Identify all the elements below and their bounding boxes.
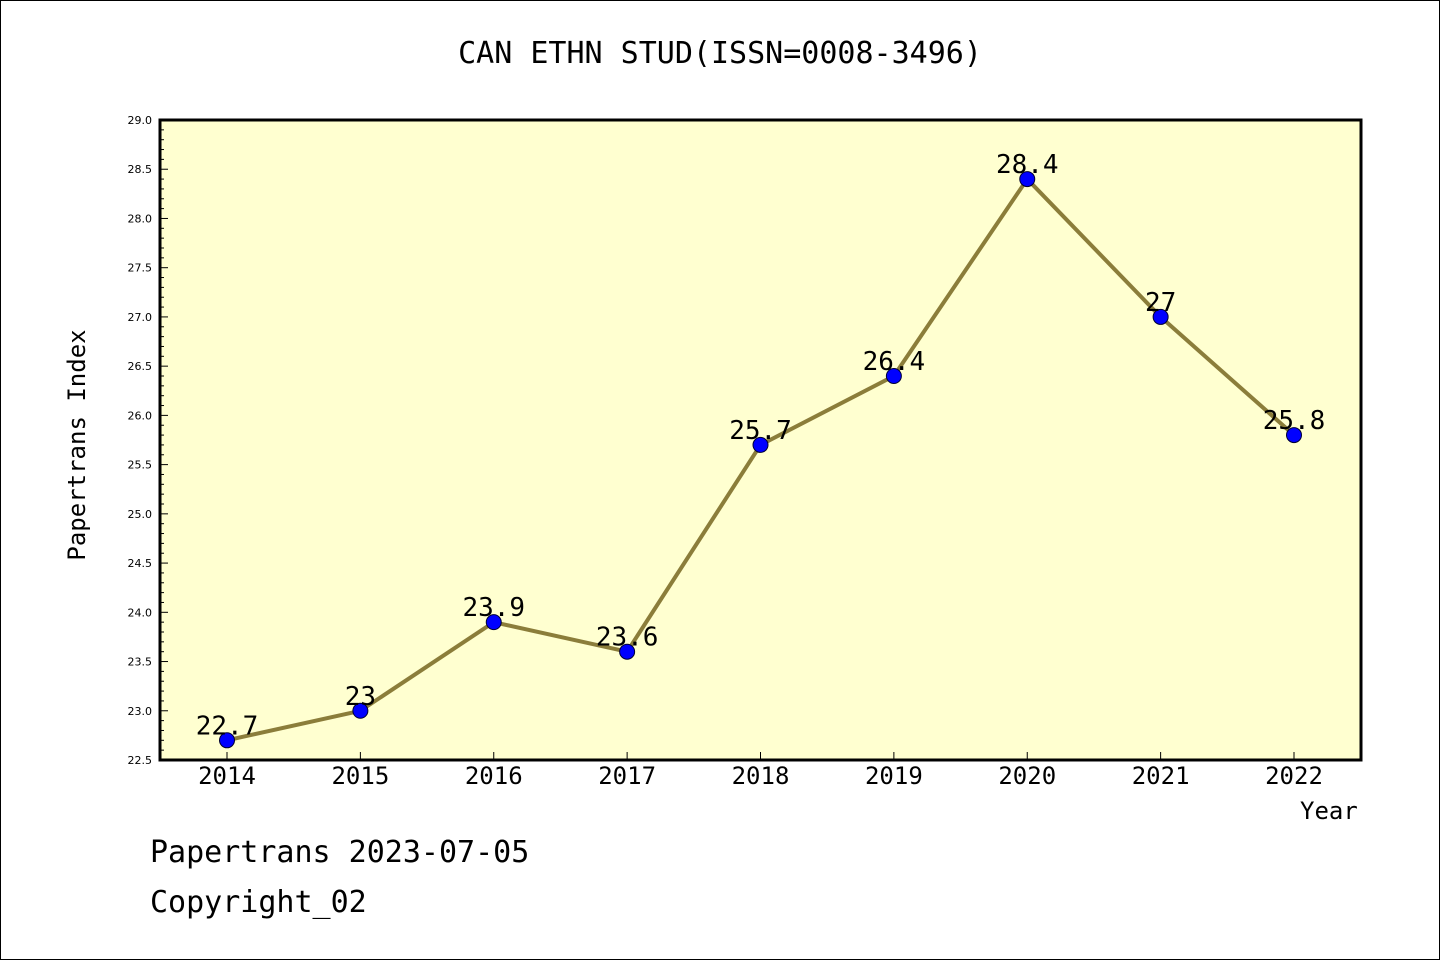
y-tick-label: 26.5 bbox=[128, 360, 153, 373]
x-tick-label: 2018 bbox=[732, 762, 790, 790]
x-axis-label: Year bbox=[1300, 797, 1358, 825]
data-point bbox=[885, 368, 902, 384]
data-point bbox=[1286, 427, 1302, 444]
x-tick-label: 2014 bbox=[198, 762, 256, 790]
y-tick-label: 28.0 bbox=[128, 212, 153, 225]
y-tick-label: 28.5 bbox=[128, 163, 153, 176]
data-point bbox=[1019, 171, 1036, 188]
x-tick-label: 2015 bbox=[331, 762, 389, 790]
y-tick-label: 23.5 bbox=[128, 656, 153, 669]
data-label: 28.4 bbox=[996, 150, 1059, 180]
x-tick-label: 2020 bbox=[998, 762, 1056, 790]
x-tick-label: 2016 bbox=[465, 762, 523, 790]
y-tick-label: 25.0 bbox=[128, 508, 153, 521]
y-tick-label: 29.0 bbox=[128, 114, 153, 127]
y-tick-label: 25.5 bbox=[128, 459, 153, 472]
data-label: 23.6 bbox=[596, 623, 659, 653]
y-tick-label: 23.0 bbox=[128, 705, 153, 718]
y-tick-label: 24.0 bbox=[128, 606, 153, 619]
data-label: 25.7 bbox=[729, 416, 792, 446]
y-tick-label: 27.0 bbox=[128, 311, 153, 324]
data-point bbox=[1152, 308, 1169, 325]
data-point bbox=[219, 732, 235, 749]
data-label: 26.4 bbox=[863, 347, 926, 377]
data-point bbox=[752, 436, 769, 453]
data-point bbox=[485, 614, 502, 631]
x-tick-label: 2017 bbox=[598, 762, 656, 790]
y-tick-label: 24.5 bbox=[128, 557, 153, 570]
data-label: 23 bbox=[345, 682, 376, 712]
x-tick-label: 2021 bbox=[1132, 762, 1190, 790]
data-label: 25.8 bbox=[1263, 406, 1326, 436]
y-tick-label: 27.5 bbox=[128, 262, 153, 275]
data-point bbox=[619, 643, 636, 660]
footer-date: Papertrans 2023-07-05 bbox=[150, 835, 530, 870]
plot-border bbox=[158, 118, 1363, 762]
chart-title: CAN ETHN STUD(ISSN=0008-3496) bbox=[458, 36, 982, 71]
data-label: 27 bbox=[1145, 288, 1176, 318]
x-tick-label: 2022 bbox=[1265, 762, 1323, 790]
y-tick-label: 22.5 bbox=[128, 754, 153, 767]
footer-copyright: Copyright_02 bbox=[150, 885, 367, 920]
data-label: 23.9 bbox=[462, 593, 525, 623]
data-label: 22.7 bbox=[196, 711, 259, 741]
y-tick-label: 26.0 bbox=[128, 409, 153, 422]
x-tick-label: 2019 bbox=[865, 762, 923, 790]
data-point bbox=[352, 702, 369, 719]
